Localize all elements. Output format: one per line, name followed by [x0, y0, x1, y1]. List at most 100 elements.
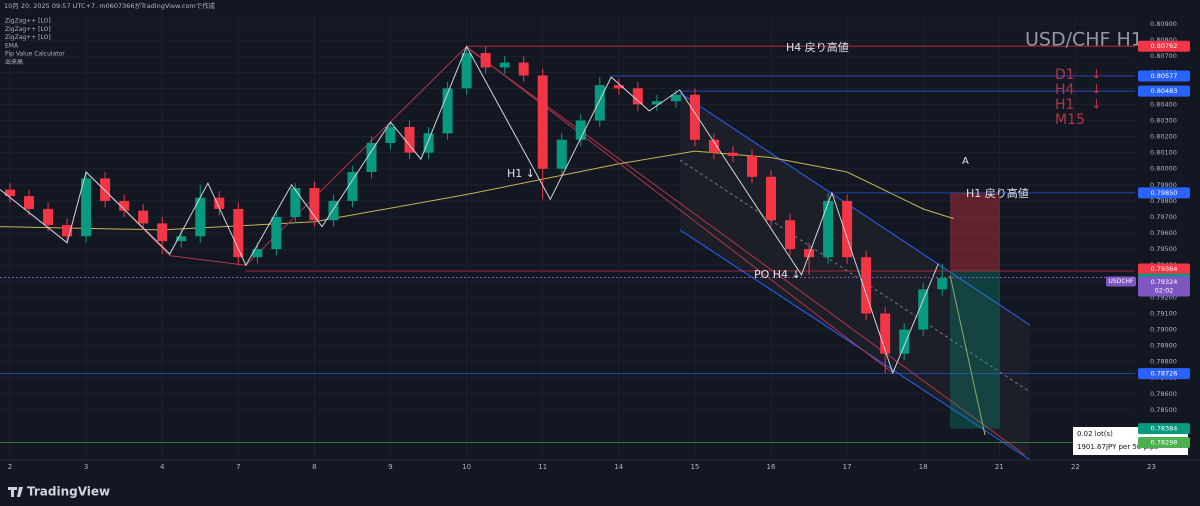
candle-body	[651, 101, 662, 105]
y-tick-label: 0.79100	[1150, 309, 1177, 317]
brand: TradingView	[27, 485, 110, 499]
channel-mid	[679, 159, 1031, 393]
annotation: H1 ↓	[507, 167, 535, 180]
price-tag	[1138, 40, 1190, 52]
y-tick-label: 0.79600	[1150, 229, 1177, 237]
candle-body	[766, 176, 777, 221]
candle-body	[689, 94, 700, 140]
y-tick-label: 0.80000	[1150, 165, 1177, 173]
zigzag-line	[0, 45, 939, 375]
logo	[8, 487, 23, 497]
current-price: 0.79324	[1151, 278, 1178, 286]
x-tick-label: 16	[767, 463, 776, 471]
x-tick-label: 17	[843, 463, 852, 471]
x-tick-label: 3	[84, 463, 88, 471]
trend-arrow: ↓	[1091, 83, 1102, 98]
candle-body	[328, 200, 339, 221]
timeframe: M15	[1055, 112, 1085, 128]
annotation: A	[962, 156, 969, 167]
x-tick-label: 18	[919, 463, 928, 471]
x-tick-label: 10	[462, 463, 471, 471]
candle-body	[271, 216, 282, 250]
price-tag	[1138, 70, 1190, 82]
candle-body	[575, 120, 586, 140]
trend-arrow: ↓	[1091, 98, 1102, 113]
candle-body	[252, 249, 263, 258]
indicator: ZigZag++ [LO]	[5, 18, 51, 25]
timeframe: D1	[1055, 67, 1075, 83]
candle-body	[100, 178, 111, 201]
x-tick-label: 15	[690, 463, 699, 471]
x-tick-label: 4	[160, 463, 165, 471]
candle-body	[842, 200, 853, 258]
candle-body	[62, 225, 73, 237]
indicator: Pip Value Calculator	[5, 51, 65, 58]
timeframe: H4	[1055, 82, 1075, 98]
y-tick-label: 0.80800	[1150, 36, 1177, 44]
candle-body	[785, 220, 796, 250]
y-tick-label: 0.80400	[1150, 100, 1177, 108]
x-tick-label: 11	[538, 463, 547, 471]
price-tag	[1138, 85, 1190, 97]
candle-body	[347, 171, 358, 201]
annotation: PO H4 ↓	[754, 268, 801, 281]
candle-body	[4, 189, 15, 197]
channel-upper	[679, 92, 1031, 326]
x-tick-label: 7	[236, 463, 240, 471]
candle-body	[195, 197, 206, 237]
timeframe: H1	[1055, 97, 1074, 113]
x-tick-label: 23	[1147, 463, 1156, 471]
calculator-value: 1901.67JPY per 50 pips	[1077, 443, 1158, 451]
chart-title: USD/CHF H1	[1025, 29, 1143, 51]
candle-body	[309, 188, 320, 221]
candle-body	[385, 126, 396, 144]
x-tick-label: 9	[388, 463, 392, 471]
x-tick-label: 14	[614, 463, 623, 471]
countdown: 02:02	[1155, 286, 1174, 294]
y-tick-label: 0.78900	[1150, 342, 1177, 350]
y-tick-label: 0.78500	[1150, 406, 1177, 414]
candle-body	[594, 85, 605, 121]
candle-body	[727, 152, 738, 156]
y-tick-label: 0.78600	[1150, 390, 1177, 398]
candle-body	[423, 133, 434, 153]
stop-zone	[950, 192, 1000, 272]
candle-body	[480, 52, 491, 68]
x-tick-label: 21	[995, 463, 1004, 471]
x-tick-label: 8	[312, 463, 316, 471]
y-tick-label: 0.79200	[1150, 293, 1177, 301]
candle-body	[233, 208, 244, 258]
candle-body	[899, 329, 910, 354]
price-tag-label: 0.80762	[1151, 42, 1178, 50]
candle-body	[708, 139, 719, 153]
price-tag	[1138, 263, 1190, 275]
candle-body	[138, 210, 149, 224]
indicator: 出来高	[5, 58, 23, 66]
candle-body	[461, 52, 472, 89]
candle-body	[442, 88, 453, 134]
y-tick-label: 0.80300	[1150, 117, 1177, 125]
current-tag	[1138, 276, 1190, 297]
y-tick-label: 0.80900	[1150, 20, 1177, 28]
price-tag	[1138, 423, 1190, 435]
candle-body	[518, 62, 529, 76]
y-tick-label: 0.80100	[1150, 149, 1177, 157]
candle-body	[214, 197, 225, 209]
candle-body	[670, 94, 681, 102]
projection-arrow	[949, 274, 986, 436]
price-tag-label: 0.80577	[1151, 72, 1178, 80]
y-tick-label: 0.78800	[1150, 358, 1177, 366]
calculator-lots: 0.02 lot(s)	[1077, 430, 1113, 438]
symbol-tag	[1106, 276, 1136, 287]
price-tag-label: 0.79850	[1151, 189, 1178, 197]
symbol: USDCHF	[1109, 278, 1135, 285]
candle-body	[880, 313, 891, 354]
candle-body	[290, 188, 301, 217]
candle-body	[43, 208, 54, 226]
annotation: H1 戻り高値	[966, 187, 1029, 200]
candle-body	[81, 178, 92, 237]
header: 10月 20, 2025 09:57 UTC+7. m0607366がTradi…	[4, 1, 216, 10]
candle-body	[24, 196, 35, 209]
